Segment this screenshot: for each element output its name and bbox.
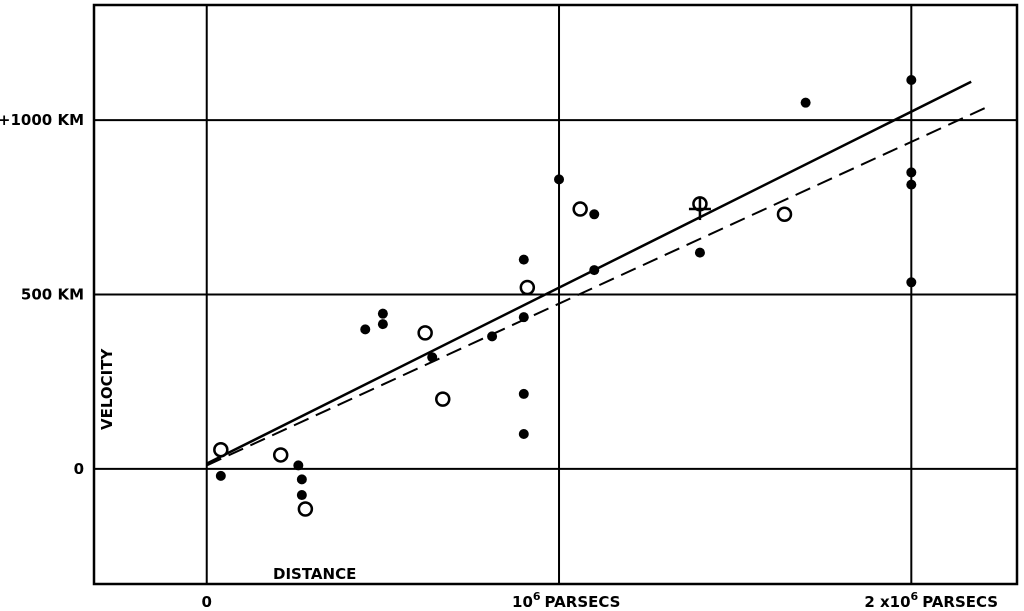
filled-point <box>589 209 600 220</box>
plot-frame <box>92 3 1019 586</box>
filled-point <box>293 460 304 471</box>
data-points <box>213 74 917 517</box>
filled-point <box>589 265 600 276</box>
filled-point <box>518 254 529 265</box>
filled-point <box>906 74 917 85</box>
filled-point <box>906 277 917 288</box>
open-point <box>572 201 588 217</box>
solid-fit-line <box>206 80 972 465</box>
fit-lines <box>206 80 986 467</box>
x-axis-label: DISTANCE <box>273 565 356 583</box>
filled-point <box>906 167 917 178</box>
filled-point <box>296 490 307 501</box>
open-point <box>417 325 433 341</box>
filled-point <box>360 324 371 335</box>
filled-point <box>296 474 307 485</box>
y-axis-label: VELOCITY <box>98 348 116 430</box>
filled-point <box>554 174 565 185</box>
open-point <box>213 441 229 458</box>
y-tick-label-1: 500 KM <box>21 286 84 304</box>
filled-point <box>800 97 811 108</box>
grid <box>94 5 1017 584</box>
open-point <box>435 391 451 407</box>
open-point <box>776 206 793 223</box>
dashed-fit-line <box>206 106 986 467</box>
filled-point <box>215 470 226 481</box>
x-tick-label-2: 2 x106 PARSECS <box>864 590 998 611</box>
filled-point <box>694 247 705 258</box>
cross-point <box>688 198 711 221</box>
filled-point <box>518 312 529 323</box>
x-tick-label-0: 0 <box>202 593 212 611</box>
open-point <box>272 447 289 463</box>
x-tick-label-1: 106 PARSECS <box>512 590 620 611</box>
filled-point <box>518 388 529 399</box>
open-point <box>519 279 536 296</box>
y-tick-label-2: +1000 KM <box>0 111 84 129</box>
open-point <box>297 501 314 517</box>
filled-point <box>487 331 498 342</box>
filled-point <box>518 429 529 440</box>
filled-point <box>906 179 917 190</box>
filled-point <box>427 352 438 363</box>
y-tick-label-0: 0 <box>74 460 84 478</box>
tick-labels: 0 500 KM +1000 KM 0 106 PARSECS 2 x106 PARSECS <box>0 111 998 611</box>
filled-point <box>377 319 388 330</box>
filled-point <box>377 308 388 319</box>
